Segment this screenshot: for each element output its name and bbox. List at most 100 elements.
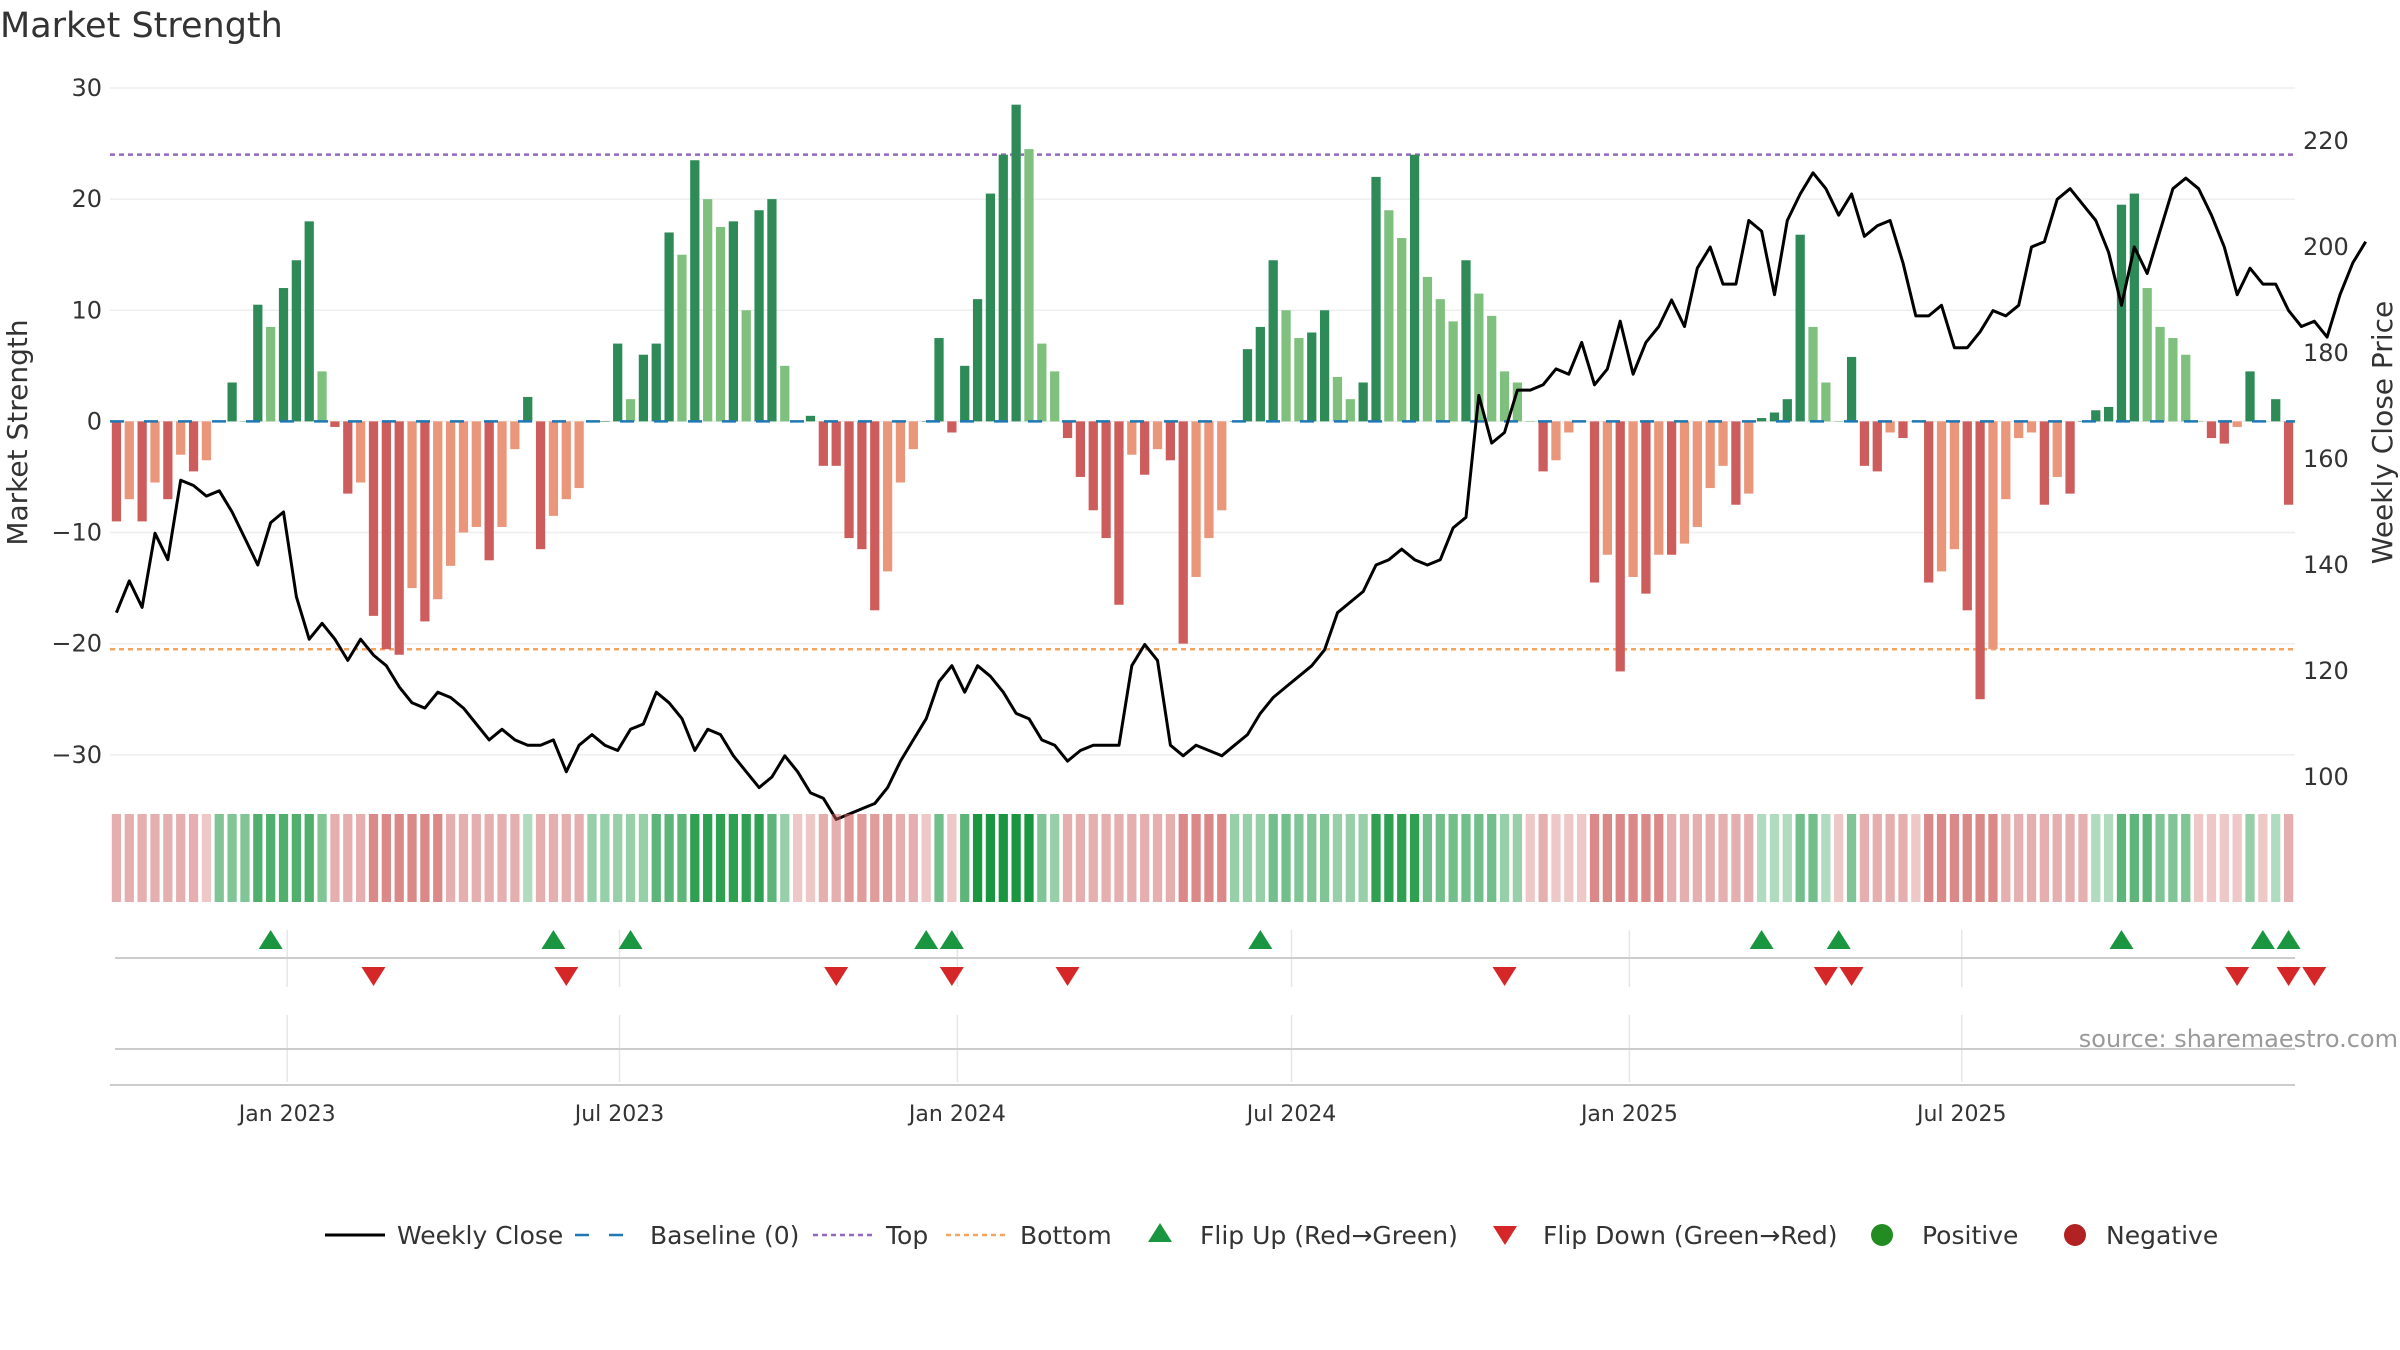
strength-bar (1667, 421, 1677, 555)
strength-bar (998, 154, 1008, 422)
strength-bar (1808, 326, 1818, 422)
strength-strip-cell (1474, 814, 1484, 902)
x-axis-tick-label: Jul 2023 (573, 1102, 665, 1127)
strength-strip-cell (793, 814, 803, 902)
strength-bar (1242, 349, 1253, 422)
strength-strip-cell (1846, 814, 1857, 902)
x-axis-tick-label: Jul 2025 (1915, 1102, 2007, 1127)
strength-bar (972, 299, 983, 422)
strength-strip-cell (741, 814, 751, 902)
strength-strip-cell (1397, 814, 1407, 902)
strength-strip-cell (1242, 814, 1253, 902)
flip-up-marker (1248, 930, 1273, 949)
strength-bar (1936, 421, 1947, 572)
source-credit: source: sharemaestro.com (2079, 1025, 2398, 1053)
strength-strip-cell (638, 814, 649, 902)
strength-strip-cell (703, 814, 713, 902)
strength-strip-cell (1075, 814, 1086, 902)
strength-strip-cell (934, 814, 944, 902)
flip-up-marker (1749, 930, 1774, 949)
strength-strip-cell (445, 814, 456, 902)
strength-strip-cell (124, 814, 134, 902)
strength-bar (1281, 310, 1291, 422)
strength-bar (1705, 421, 1715, 489)
threshold-lines (110, 153, 2295, 651)
weekly-close-line (115, 171, 2367, 821)
strength-strip-cell (1332, 814, 1343, 902)
strength-strip-cell (433, 814, 443, 902)
strength-strip-cell (1564, 814, 1574, 902)
strength-bar (1062, 421, 1073, 439)
strength-strip-cell (2206, 814, 2217, 902)
flip-down-marker (1839, 967, 1864, 986)
strength-strip-cell (972, 814, 983, 902)
strength-bar (625, 399, 636, 422)
strength-bar (754, 210, 764, 422)
strength-bar (1127, 421, 1137, 455)
strength-bar (2014, 421, 2024, 439)
page-title: Market Strength (0, 6, 283, 46)
strength-strip-cell (1551, 814, 1561, 902)
strength-strip-cell (471, 814, 481, 902)
strength-bar (870, 421, 880, 611)
strength-bar (1525, 421, 1535, 422)
strength-bar (2168, 338, 2178, 422)
strength-strip-cell (1975, 814, 1985, 902)
legend-label: Flip Down (Green→Red) (1543, 1221, 1838, 1250)
strength-strip-cell (1011, 814, 1021, 902)
left-axis-tick-label: 30 (71, 74, 102, 102)
strength-strip-cell (2271, 814, 2281, 902)
strength-strip-cell (214, 814, 224, 902)
strength-bar (266, 326, 276, 422)
strength-bar (1898, 421, 1908, 439)
strength-strip-cell (1667, 814, 1677, 902)
strength-bar (1834, 421, 1844, 422)
strength-strip-cell (484, 814, 494, 902)
x-axis-tick-label: Jan 2024 (907, 1102, 1006, 1127)
strength-bar (2039, 421, 2049, 505)
strength-strip-cell (2091, 814, 2101, 902)
strength-bar (150, 421, 160, 483)
strength-bar (831, 421, 841, 466)
strength-strip-cell (1152, 814, 1163, 902)
strength-bar (1628, 421, 1638, 577)
strength-bar (613, 343, 623, 422)
strength-strip-cell (2193, 814, 2204, 902)
strength-strip-cell (1769, 814, 1780, 902)
strength-bar (857, 421, 867, 550)
strength-strip-cell (651, 814, 661, 902)
strength-strip-cell (574, 814, 584, 902)
strength-strip-cell (1859, 814, 1870, 902)
strength-strip-cell (278, 814, 289, 902)
strength-strip-cell (1834, 814, 1844, 902)
strength-bar (805, 415, 816, 422)
strength-bar (1178, 421, 1188, 644)
strength-strip-cell (1294, 814, 1304, 902)
strength-bar (2181, 354, 2191, 422)
left-axis-label: Market Strength (1, 319, 34, 545)
strength-bar (201, 421, 212, 461)
flip-up-marker (939, 930, 964, 949)
strength-bar (677, 254, 687, 422)
strength-bar (1744, 421, 1754, 494)
strength-strip-cell (1255, 814, 1265, 902)
strength-bar (253, 304, 263, 422)
strength-bar (1152, 421, 1163, 450)
strength-strip-cell (1641, 814, 1651, 902)
strength-heat-strip (111, 814, 2294, 902)
strength-strip-cell (715, 814, 726, 902)
weekly-close-line-group (115, 171, 2367, 821)
strength-strip-cell (330, 814, 340, 902)
right-axis-label: Weekly Close Price (2366, 301, 2399, 564)
strength-strip-cell (857, 814, 867, 902)
strength-strip-cell (240, 814, 250, 902)
axes: 3020100−10−20−30220200180160140120100Mar… (1, 74, 2399, 791)
legend-label: Negative (2106, 1221, 2218, 1250)
strength-strip-cell (1872, 814, 1882, 902)
strength-strip-cell (188, 814, 199, 902)
strength-strip-cell (304, 814, 314, 902)
strength-strip-cell (1165, 814, 1175, 902)
strength-bar (1075, 421, 1086, 477)
strength-strip-cell (1821, 814, 1831, 902)
